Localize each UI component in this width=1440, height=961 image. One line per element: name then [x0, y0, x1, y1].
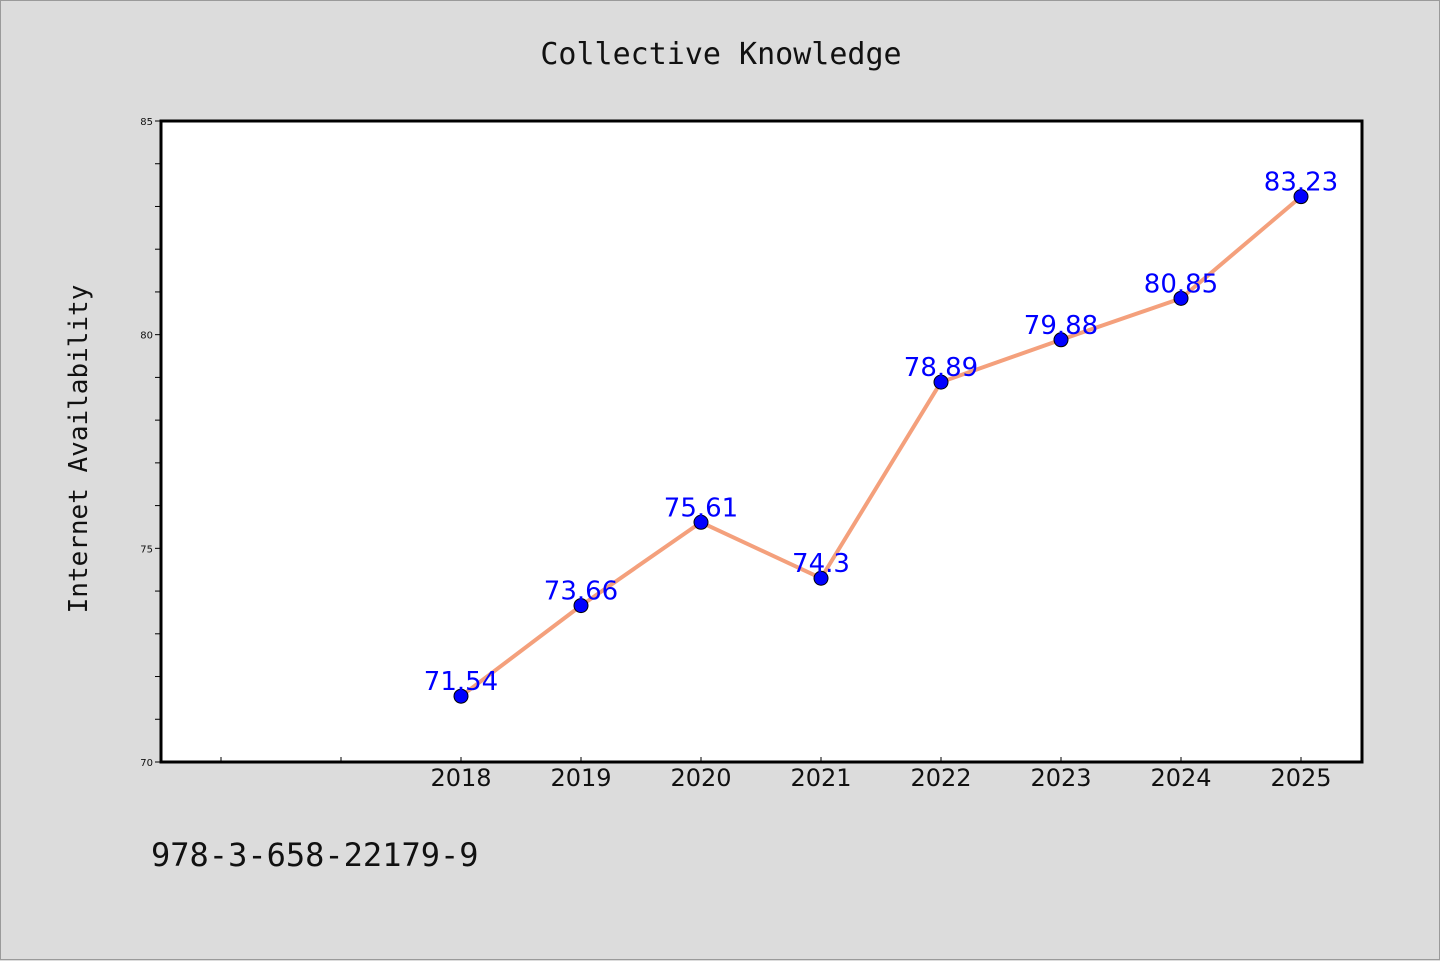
x-tick-label: 2023	[1030, 764, 1091, 792]
y-tick-label: 80	[140, 331, 153, 342]
x-tick-label: 2019	[550, 764, 611, 792]
chart-title: Collective Knowledge	[540, 37, 901, 72]
x-tick-label: 2022	[910, 764, 971, 792]
data-point	[453, 688, 469, 704]
data-point	[813, 570, 829, 586]
data-label: 78.89	[904, 353, 978, 383]
data-labels: 71.54 73.66 75.61 74.3 78.89 79.88 80.85 83.23	[424, 168, 1338, 698]
data-label: 79.88	[1024, 311, 1098, 341]
x-axis-ticks: 2018 2019 2020 2021 2022 2023 2024 2025	[220, 757, 1332, 792]
data-point	[1173, 290, 1189, 306]
data-point	[933, 374, 949, 390]
plot-area	[159, 119, 1364, 764]
data-label: 80.85	[1144, 269, 1218, 299]
x-tick-label: 2024	[1150, 764, 1211, 792]
series-group	[453, 189, 1309, 704]
data-label: 73.66	[544, 577, 618, 607]
data-label: 71.54	[424, 667, 498, 697]
data-point	[693, 514, 709, 530]
x-tick-label: 2025	[1270, 764, 1331, 792]
data-label: 74.3	[792, 549, 850, 579]
data-point	[1293, 189, 1309, 205]
data-label: 83.23	[1264, 168, 1338, 198]
footer-code: 978-3-658-22179-9	[151, 836, 479, 874]
y-tick-label: 75	[140, 544, 153, 555]
x-tick-label: 2021	[790, 764, 851, 792]
y-tick-label: 70	[140, 758, 153, 769]
data-point	[1053, 332, 1069, 348]
x-tick-label: 2018	[430, 764, 491, 792]
y-axis-ticks: 70 75 80 85	[140, 117, 161, 769]
y-tick-label: 85	[140, 117, 153, 128]
data-label: 75.61	[664, 493, 738, 523]
series-line	[459, 195, 1303, 698]
data-point	[573, 598, 589, 614]
x-tick-label: 2020	[670, 764, 731, 792]
y-axis-label: Internet Availability	[64, 285, 94, 614]
